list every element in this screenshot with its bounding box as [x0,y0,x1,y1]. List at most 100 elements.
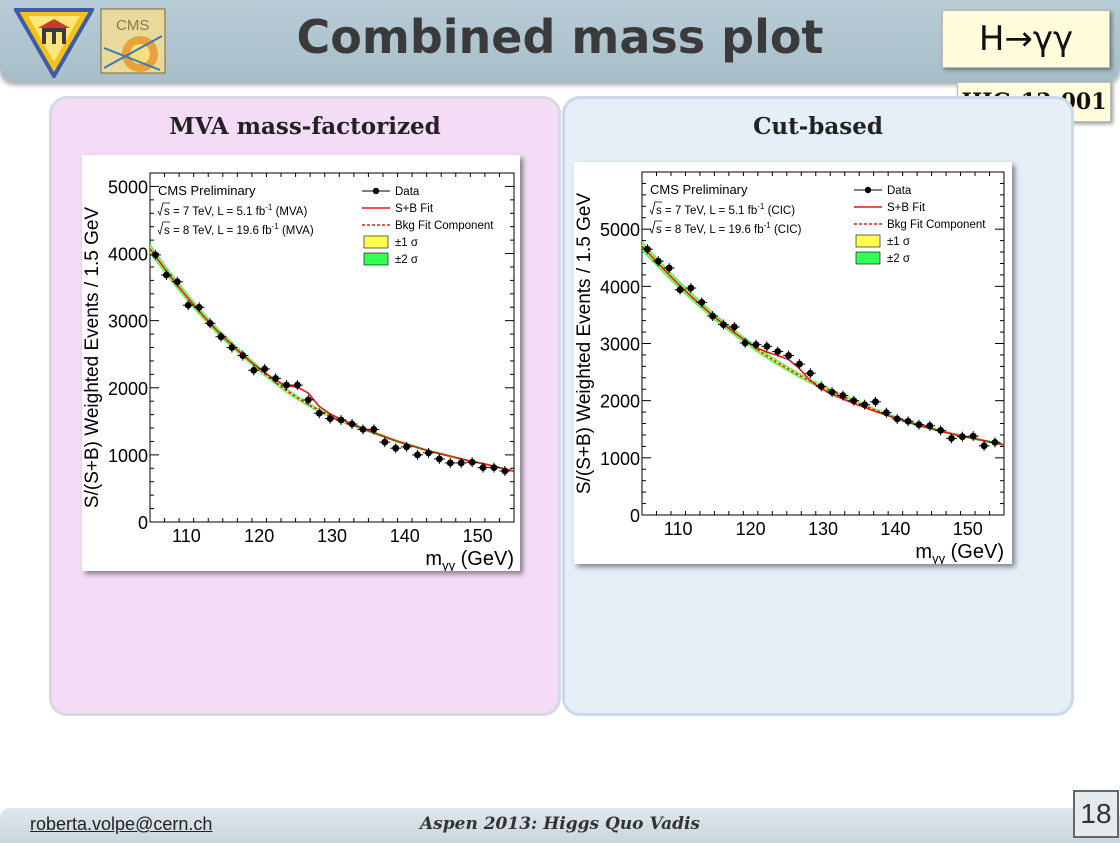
data-point [709,312,716,320]
data-point [676,286,684,294]
y-tick-label: 4000 [108,245,148,265]
one-sigma-band [150,246,514,472]
data-point [882,409,890,417]
data-point [991,438,999,446]
mva-mass-plot: 110 120 130 140 150 0 1000 2000 3000 4000 5000 mγγ … [82,155,520,573]
data-point [490,464,498,472]
legend-label: Data [395,186,420,198]
data-point [763,342,771,350]
page-number: 18 [1073,790,1119,838]
data-point [206,319,214,327]
data-point [184,301,192,309]
x-tick-label: 120 [736,519,766,539]
legend-label: Data [887,185,912,197]
y-tick-label: 5000 [108,177,148,197]
legend-data-marker [372,187,380,195]
data-point [872,398,879,406]
data-point [969,432,977,440]
data-point [228,344,236,351]
legend-label: ±2 σ [887,253,910,265]
cms-preliminary-label: CMS Preliminary [650,182,748,197]
sb-fit-line [150,248,514,472]
svg-text:CMS: CMS [116,17,149,34]
x-axis-label: mγγ (GeV) [425,548,514,571]
data-point [381,438,389,446]
lumi-label: s = 8 TeV, L = 19.6 fb-1 (MVA) [164,222,314,237]
one-sigma-band [642,243,1004,446]
legend-band-swatch [363,235,389,249]
legend-data-marker [864,186,872,194]
sqrt-symbol [157,202,170,217]
data-point [948,434,955,442]
footer-bar [0,808,1120,843]
title-banner [0,0,1120,82]
bkg-fit-line [150,248,514,472]
legend-label: Bkg Fit Component [887,219,986,231]
data-point [304,396,312,404]
legend-label: ±1 σ [395,237,418,249]
data-point [392,444,400,452]
data-point [162,271,170,279]
y-tick-label: 3000 [600,335,640,355]
data-point [720,321,727,329]
data-point [239,352,247,359]
data-point [173,278,181,286]
data-point [958,433,966,441]
data-point [730,323,738,331]
data-point [446,459,454,467]
lumi-label: s = 7 TeV, L = 5.1 fb-1 (CIC) [656,202,795,217]
data-point [272,374,279,382]
data-point [479,464,487,472]
data-point [926,422,934,430]
data-point [644,245,651,253]
x-axis-label: mγγ (GeV) [915,541,1004,564]
data-point [283,381,290,389]
channel-label: H→γγ [942,10,1110,68]
author-email-link[interactable]: roberta.volpe@cern.ch [30,814,213,834]
data-point [839,392,847,399]
cms-preliminary-label: CMS Preliminary [158,183,256,198]
y-tick-label: 0 [138,513,148,533]
data-point [250,366,258,374]
data-point [904,417,912,425]
conference-name: Aspen 2013: Higgs Quo Vadis [419,814,701,834]
x-tick-label: 110 [172,526,201,546]
y-tick-label: 3000 [108,312,148,332]
data-point [687,284,695,292]
two-sigma-band [642,241,1004,447]
data-point [665,264,673,272]
y-axis-label: S/(S+B) Weighted Events / 1.5 GeV [574,193,595,494]
data-point [817,382,825,390]
data-point [980,442,988,450]
data-point [315,409,323,417]
data-point [359,425,367,433]
sb-fit-line [642,245,1004,446]
legend-label: S+B Fit [887,202,926,214]
data-point [152,251,159,259]
data-point [414,451,421,459]
data-point [785,352,793,359]
legend-label: S+B Fit [395,203,434,215]
legend-band-swatch [855,234,881,248]
cut-based-plot-svg: 110 120 130 140 150 0 1000 2000 3000 4000 5000 mγγ … [574,171,1005,566]
cms-logo: CMS [100,8,166,74]
bkg-fit-line [642,245,1004,446]
x-tick-label: 130 [808,519,838,539]
data-point [698,298,706,306]
x-tick-label: 140 [880,519,910,539]
data-point [457,459,465,467]
data-point [752,341,760,349]
data-point [326,415,334,423]
data-point [806,369,814,377]
sqrt-symbol [649,201,662,216]
plot-area [150,243,514,476]
panel-heading-cut-based: Cut-based [753,113,883,140]
data-point [741,339,749,347]
data-point [217,333,225,341]
cut-based-mass-plot: 110 120 130 140 150 0 1000 2000 3000 4000 5000 mγγ … [574,162,1012,566]
lumi-label: s = 8 TeV, L = 19.6 fb-1 (CIC) [656,221,802,236]
x-tick-label: 140 [390,526,420,546]
data-point [774,348,782,355]
data-point [348,420,356,428]
data-point [501,467,509,475]
